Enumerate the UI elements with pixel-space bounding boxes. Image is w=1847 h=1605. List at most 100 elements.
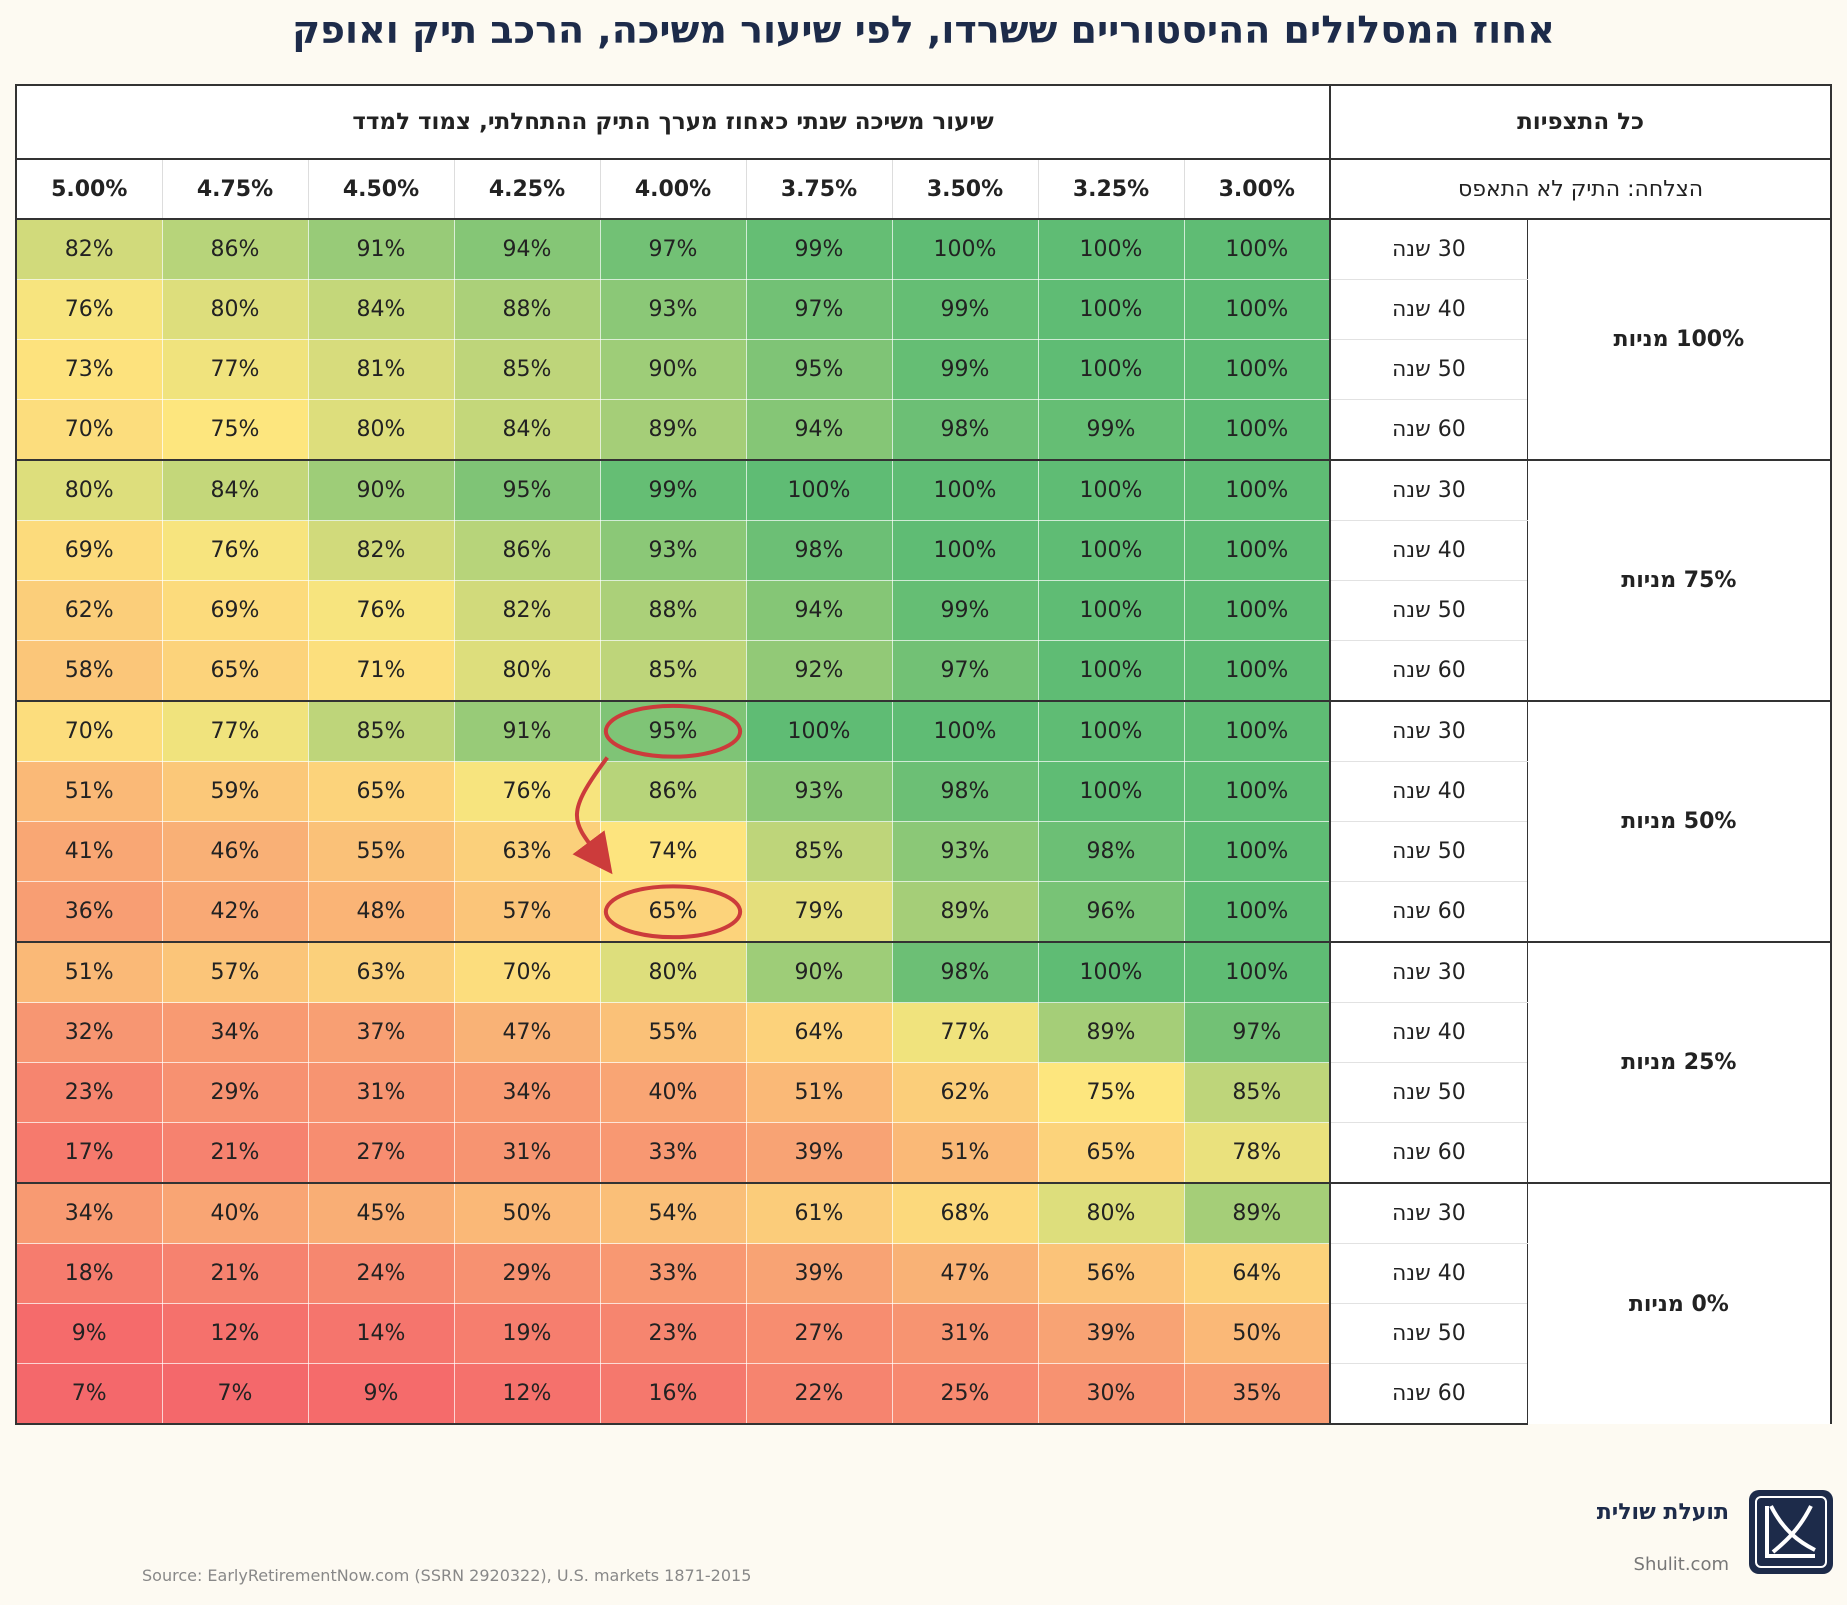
heatmap-cell: 95% [599, 700, 747, 762]
horizon-label: 50 שנה [1329, 1303, 1528, 1364]
table-row: 69% 76% 82% 86% 93% 98% 100% 100% 100% 40 שנה [15, 520, 1831, 581]
heatmap-cell: 95% [745, 339, 893, 400]
heatmap-cell: 39% [745, 1243, 893, 1304]
rate-header: 4.75% [162, 158, 309, 220]
horizon-label: 60 שנה [1329, 881, 1528, 943]
heatmap-cell: 100% [745, 459, 893, 521]
heatmap-cell: 37% [307, 1002, 455, 1063]
heatmap-cell: 100% [1037, 279, 1185, 340]
source-note: Source: EarlyRetirementNow.com (SSRN 292… [142, 1566, 752, 1585]
heatmap-cell: 86% [453, 520, 601, 581]
heatmap-cell: 76% [15, 279, 163, 340]
table-row: 36% 42% 48% 57% 65% 79% 89% 96% 100% 60 שנה [15, 881, 1831, 943]
heatmap-cell: 99% [891, 339, 1039, 400]
heatmap-cell: 91% [307, 218, 455, 280]
table-row: 7% 7% 9% 12% 16% 22% 25% 30% 35% 60 שנה [15, 1363, 1831, 1425]
rate-header: 3.75% [746, 158, 893, 220]
heatmap-cell: 68% [891, 1182, 1039, 1244]
heatmap-cell: 100% [1183, 640, 1331, 702]
allocation-group-label: 0% מניות [1526, 1182, 1833, 1424]
heatmap-cell: 23% [15, 1062, 163, 1123]
heatmap-cell: 82% [15, 218, 163, 280]
heatmap-cell: 64% [745, 1002, 893, 1063]
heatmap-cell: 77% [161, 700, 309, 762]
heatmap-cell: 79% [745, 881, 893, 943]
horizon-label: 40 שנה [1329, 520, 1528, 581]
heatmap-cell: 59% [161, 761, 309, 822]
all-expectations-header: כל התצפיות [1329, 84, 1833, 160]
heatmap-cell: 17% [15, 1122, 163, 1184]
heatmap-cell: 70% [453, 941, 601, 1003]
horizon-label: 30 שנה [1329, 700, 1528, 762]
heatmap-cell: 97% [891, 640, 1039, 702]
heatmap-cell: 93% [745, 761, 893, 822]
heatmap-cell: 100% [1037, 218, 1185, 280]
heatmap-cell: 97% [745, 279, 893, 340]
heatmap-cell: 98% [891, 761, 1039, 822]
table-row: 41% 46% 55% 63% 74% 85% 93% 98% 100% 50 שנה [15, 821, 1831, 882]
heatmap-cell: 91% [453, 700, 601, 762]
heatmap-cell: 82% [453, 580, 601, 641]
heatmap-cell: 84% [161, 459, 309, 521]
heatmap-cell: 51% [15, 941, 163, 1003]
heatmap-cell: 35% [1183, 1363, 1331, 1425]
heatmap-cell: 55% [599, 1002, 747, 1063]
heatmap-cell: 57% [453, 881, 601, 943]
heatmap-cell: 70% [15, 700, 163, 762]
heatmap-cell: 24% [307, 1243, 455, 1304]
heatmap-cell: 89% [891, 881, 1039, 943]
heatmap-cell: 90% [599, 339, 747, 400]
heatmap-cell: 84% [307, 279, 455, 340]
heatmap-cell: 80% [599, 941, 747, 1003]
heatmap-cell: 39% [1037, 1303, 1185, 1364]
success-label: הצלחה: התיק לא התאפס [1329, 158, 1833, 220]
heatmap-cell: 16% [599, 1363, 747, 1425]
heatmap-cell: 65% [161, 640, 309, 702]
heatmap-cell: 74% [599, 821, 747, 882]
heatmap-cell: 30% [1037, 1363, 1185, 1425]
heatmap-cell: 54% [599, 1182, 747, 1244]
heatmap-cell: 77% [891, 1002, 1039, 1063]
heatmap-cell: 41% [15, 821, 163, 882]
heatmap-cell: 100% [1037, 339, 1185, 400]
heatmap-cell: 98% [891, 399, 1039, 461]
heatmap-cell: 61% [745, 1182, 893, 1244]
heatmap-cell: 88% [599, 580, 747, 641]
heatmap-cell: 25% [891, 1363, 1039, 1425]
heatmap-cell: 85% [599, 640, 747, 702]
heatmap-cell: 94% [745, 580, 893, 641]
heatmap-cell: 100% [1037, 941, 1185, 1003]
heatmap-cell: 100% [1037, 459, 1185, 521]
heatmap-cell: 90% [307, 459, 455, 521]
heatmap-cell: 21% [161, 1243, 309, 1304]
heatmap-cell: 84% [453, 399, 601, 461]
brand-logo-icon [1749, 1490, 1833, 1574]
heatmap-cell: 32% [15, 1002, 163, 1063]
heatmap-cell: 18% [15, 1243, 163, 1304]
heatmap-cell: 85% [745, 821, 893, 882]
heatmap-cell: 57% [161, 941, 309, 1003]
table-row: 17% 21% 27% 31% 33% 39% 51% 65% 78% 60 שנה [15, 1122, 1831, 1184]
heatmap-cell: 46% [161, 821, 309, 882]
table-row: 70% 77% 85% 91% 95% 100% 100% 100% 100% 30 שנה 50%… [15, 700, 1833, 942]
heatmap-cell: 100% [745, 700, 893, 762]
heatmap-cell: 31% [307, 1062, 455, 1123]
brand-url: Shulit.com [1633, 1554, 1729, 1575]
heatmap-cell: 76% [453, 761, 601, 822]
heatmap-cell: 9% [15, 1303, 163, 1364]
heatmap-cell: 100% [1183, 399, 1331, 461]
heatmap-cell: 80% [1037, 1182, 1185, 1244]
table-row: 32% 34% 37% 47% 55% 64% 77% 89% 97% 40 שנה [15, 1002, 1831, 1063]
heatmap-cell: 85% [307, 700, 455, 762]
heatmap-cell: 70% [15, 399, 163, 461]
heatmap-cell: 76% [307, 580, 455, 641]
heatmap-cell: 77% [161, 339, 309, 400]
heatmap-cell: 94% [745, 399, 893, 461]
heatmap-cell: 47% [891, 1243, 1039, 1304]
heatmap-cell: 31% [891, 1303, 1039, 1364]
heatmap-cell: 89% [1183, 1182, 1331, 1244]
heatmap-cell: 42% [161, 881, 309, 943]
horizon-label: 40 שנה [1329, 761, 1528, 822]
allocation-group-label: 50% מניות [1526, 700, 1833, 942]
heatmap-cell: 12% [161, 1303, 309, 1364]
